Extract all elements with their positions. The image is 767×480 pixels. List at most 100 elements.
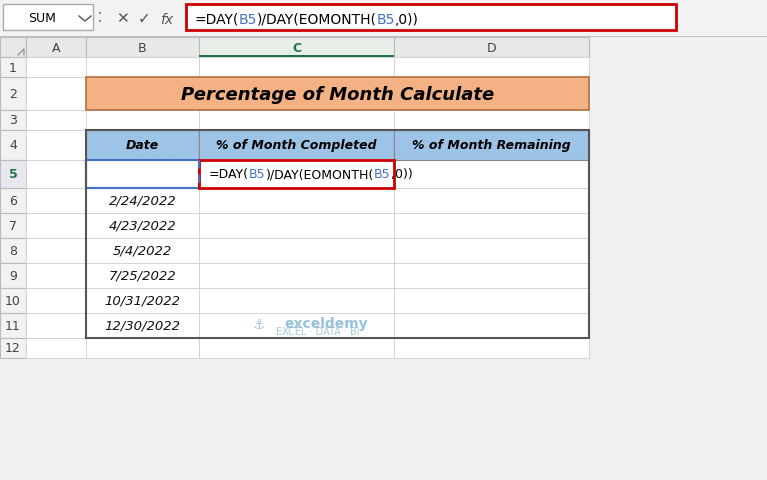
Text: ·: · <box>97 5 103 24</box>
Bar <box>86 78 199 111</box>
Text: EXCEL · DATA · BI: EXCEL · DATA · BI <box>276 326 360 336</box>
Text: B5: B5 <box>377 12 395 26</box>
Bar <box>0 239 26 264</box>
Text: 10/31/2022: 10/31/2022 <box>104 294 180 307</box>
Text: 12: 12 <box>5 342 21 355</box>
Bar <box>3 5 93 31</box>
Bar <box>86 161 199 189</box>
Text: )/DAY(EOMONTH(: )/DAY(EOMONTH( <box>257 12 377 26</box>
Bar <box>86 131 589 338</box>
Bar <box>26 38 86 58</box>
Text: =DAY(: =DAY( <box>209 168 249 181</box>
Bar <box>26 131 86 161</box>
Bar <box>199 264 394 288</box>
Text: % of Month Completed: % of Month Completed <box>216 139 377 152</box>
Bar <box>186 5 676 31</box>
Text: 7: 7 <box>9 219 17 232</box>
Bar <box>0 111 26 131</box>
Bar <box>199 78 394 111</box>
Bar <box>394 38 589 58</box>
Text: 8: 8 <box>9 244 17 257</box>
Bar <box>86 288 199 313</box>
Bar <box>86 313 199 338</box>
Text: 9: 9 <box>9 269 17 282</box>
Text: B5: B5 <box>374 168 390 181</box>
Text: 4: 4 <box>9 139 17 152</box>
Text: 6: 6 <box>9 194 17 207</box>
Text: D: D <box>487 41 496 54</box>
Bar <box>394 313 589 338</box>
Text: B5: B5 <box>239 12 257 26</box>
Bar <box>394 58 589 78</box>
Text: 12/30/2022: 12/30/2022 <box>104 319 180 332</box>
Bar <box>26 189 86 214</box>
Bar <box>199 131 394 161</box>
Bar <box>86 38 199 58</box>
Text: ✕: ✕ <box>116 12 128 26</box>
Text: ,0)): ,0)) <box>395 12 419 26</box>
Bar <box>0 161 26 189</box>
Bar <box>394 288 589 313</box>
Bar <box>0 338 26 358</box>
Bar <box>199 288 394 313</box>
Text: ·: · <box>97 13 103 33</box>
Bar <box>26 239 86 264</box>
Bar <box>199 161 394 189</box>
Bar <box>26 58 86 78</box>
Bar <box>0 214 26 239</box>
Bar <box>394 161 589 189</box>
Text: 3: 3 <box>9 114 17 127</box>
Bar <box>199 38 394 58</box>
Bar <box>26 288 86 313</box>
Bar <box>0 38 26 58</box>
Bar <box>86 111 199 131</box>
Bar <box>0 58 26 78</box>
Bar <box>86 264 199 288</box>
Bar <box>394 264 589 288</box>
Bar <box>0 78 26 111</box>
Bar <box>199 214 394 239</box>
Text: 1: 1 <box>9 61 17 74</box>
Bar <box>86 131 199 161</box>
Bar <box>86 338 199 358</box>
Bar <box>86 161 199 189</box>
Bar <box>394 111 589 131</box>
Bar <box>199 338 394 358</box>
Text: 4/23/2022: 4/23/2022 <box>109 219 176 232</box>
Bar <box>0 37 767 38</box>
Text: 5/4/2022: 5/4/2022 <box>113 244 172 257</box>
Bar <box>26 214 86 239</box>
Bar <box>86 189 199 214</box>
Text: 10: 10 <box>5 294 21 307</box>
Bar <box>199 56 394 58</box>
Text: % of Month Remaining: % of Month Remaining <box>412 139 571 152</box>
Bar <box>394 239 589 264</box>
Text: A: A <box>51 41 61 54</box>
Text: )/DAY(EOMONTH(: )/DAY(EOMONTH( <box>265 168 374 181</box>
Text: exceldemy: exceldemy <box>285 317 368 331</box>
Text: Date: Date <box>126 139 159 152</box>
Bar <box>199 111 394 131</box>
Text: ⚓: ⚓ <box>252 318 265 332</box>
Bar <box>0 0 767 38</box>
Bar <box>394 78 589 111</box>
Bar <box>199 58 394 78</box>
Bar <box>0 313 26 338</box>
Text: ✓: ✓ <box>137 12 150 26</box>
Bar <box>0 189 26 214</box>
Bar <box>0 264 26 288</box>
Text: C: C <box>292 41 301 54</box>
Bar <box>394 338 589 358</box>
Bar <box>199 239 394 264</box>
Text: SUM: SUM <box>28 12 56 25</box>
Bar <box>26 78 86 111</box>
Text: 2: 2 <box>9 88 17 101</box>
Text: 7/25/2022: 7/25/2022 <box>109 269 176 282</box>
Bar <box>394 131 589 161</box>
Text: 2/24/2022: 2/24/2022 <box>109 194 176 207</box>
Bar <box>86 239 199 264</box>
Bar <box>0 131 26 161</box>
Bar <box>0 288 26 313</box>
Bar <box>199 131 394 161</box>
Bar <box>26 111 86 131</box>
